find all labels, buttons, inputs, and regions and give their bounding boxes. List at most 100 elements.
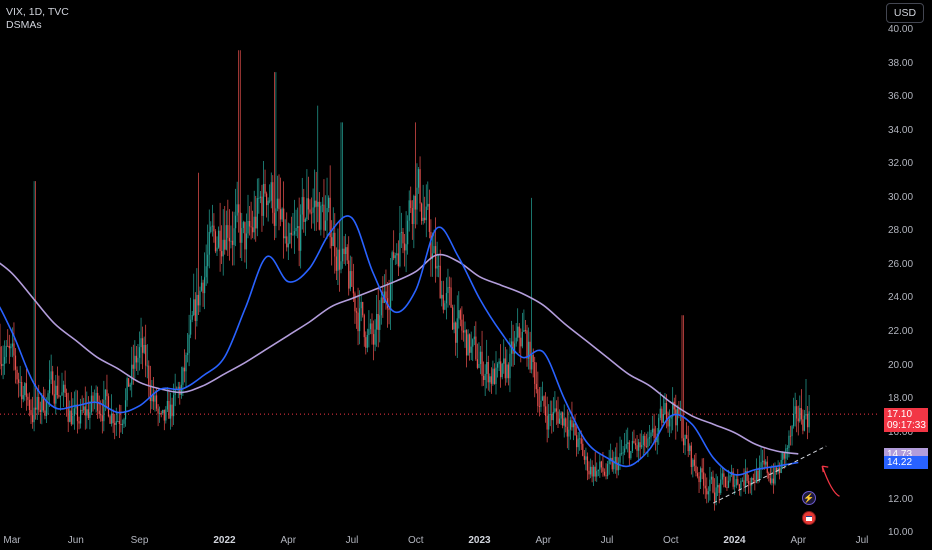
candle	[61, 372, 63, 396]
candle	[69, 400, 71, 423]
candle	[30, 399, 32, 425]
candle	[379, 300, 381, 343]
candle	[603, 468, 606, 477]
candle	[318, 192, 320, 231]
candle	[245, 213, 248, 269]
candle	[545, 392, 547, 423]
candle	[13, 322, 15, 371]
candle	[763, 447, 765, 470]
candle	[14, 347, 17, 384]
candle	[273, 72, 275, 241]
candle	[718, 483, 720, 504]
candle	[639, 433, 641, 459]
indicator-title[interactable]: DSMAs	[6, 19, 42, 31]
candle	[359, 290, 361, 345]
candle	[255, 195, 257, 242]
candle	[371, 313, 373, 345]
candle	[659, 391, 661, 421]
candle	[369, 318, 372, 335]
candle	[430, 219, 432, 277]
candle	[21, 376, 23, 409]
candle	[93, 389, 96, 410]
candle	[196, 268, 198, 327]
candle	[10, 343, 12, 357]
candle	[314, 169, 316, 231]
us-flag-event-icon[interactable]	[802, 511, 816, 525]
candle	[269, 184, 271, 204]
candle	[641, 430, 643, 450]
candle	[524, 319, 527, 334]
y-tick-label: 20.00	[888, 359, 914, 371]
candle	[22, 385, 24, 403]
candle	[484, 364, 486, 396]
candle	[304, 217, 306, 236]
candle	[331, 220, 333, 266]
currency-button[interactable]: USD	[886, 3, 924, 23]
candle	[159, 406, 161, 423]
candle	[104, 389, 106, 412]
candle	[715, 473, 717, 506]
candle	[754, 470, 756, 491]
candle	[200, 275, 203, 292]
candle	[490, 367, 492, 394]
candle	[191, 310, 193, 323]
candle	[777, 460, 779, 475]
candle	[275, 72, 277, 238]
candle	[638, 439, 640, 463]
candle	[357, 287, 359, 346]
candle	[39, 401, 41, 424]
symbol-title[interactable]: VIX, 1D, TVC	[6, 6, 69, 18]
candle	[729, 472, 731, 483]
candle	[664, 393, 666, 415]
candle	[168, 388, 170, 419]
candle	[682, 315, 685, 453]
candle	[703, 458, 705, 495]
lightning-event-icon[interactable]: ⚡	[802, 491, 816, 505]
candle	[75, 389, 77, 415]
candle	[214, 229, 217, 254]
candle	[752, 473, 754, 484]
candle	[803, 409, 806, 432]
candle	[410, 186, 412, 213]
candle	[455, 321, 457, 356]
candle	[523, 309, 525, 332]
y-tick-label: 40.00	[888, 24, 914, 36]
candle	[658, 413, 660, 445]
candle	[428, 189, 430, 239]
chart-legend[interactable]: VIX, 1D, TVC DSMAs	[6, 6, 69, 32]
candle	[724, 476, 726, 488]
candle	[496, 362, 499, 378]
candle	[687, 425, 689, 458]
candle	[83, 397, 85, 414]
candle	[323, 179, 325, 238]
candle	[86, 391, 88, 429]
candle	[84, 386, 86, 430]
candle	[70, 392, 72, 427]
candle	[805, 378, 807, 420]
candle	[442, 280, 444, 314]
candle	[445, 277, 447, 320]
candle	[182, 366, 184, 396]
x-tick-label: Oct	[662, 535, 679, 546]
candle	[374, 319, 376, 352]
x-tick-label: Oct	[407, 535, 424, 546]
candle	[213, 213, 215, 243]
candle	[800, 389, 802, 425]
candle	[345, 233, 347, 266]
candle	[391, 250, 393, 301]
candle	[562, 411, 564, 429]
candle	[617, 457, 620, 476]
candle	[709, 466, 711, 501]
candle	[769, 466, 771, 485]
candle	[186, 332, 189, 363]
candle	[453, 304, 455, 334]
candle	[148, 360, 150, 399]
candle	[648, 425, 651, 446]
candle	[124, 388, 127, 427]
candle	[216, 236, 218, 257]
candle	[596, 462, 598, 482]
candle	[720, 467, 722, 495]
candle	[180, 366, 182, 399]
bar-countdown: 09:17:33	[887, 420, 926, 432]
